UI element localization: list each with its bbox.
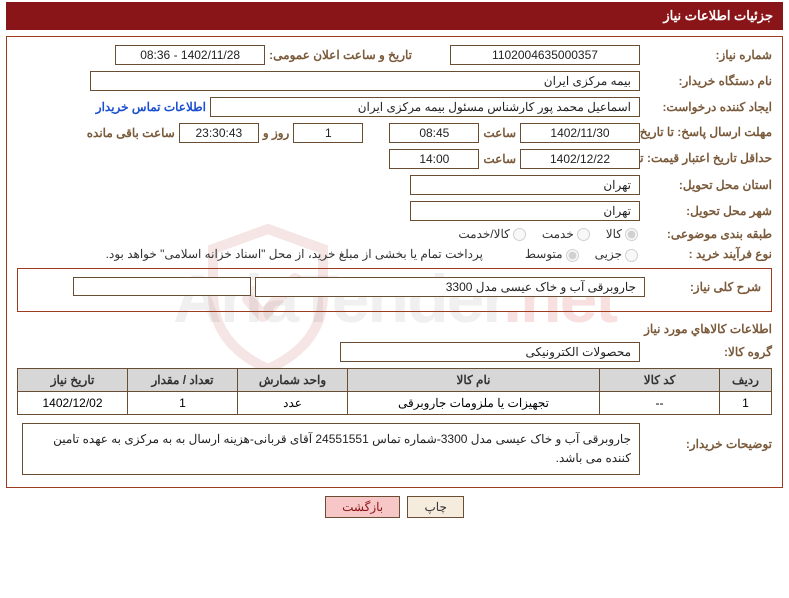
table-header-2: نام کالا xyxy=(348,368,600,391)
field-validity-time: 14:00 xyxy=(389,149,479,169)
goods-info-header: اطلاعات کالاهاي مورد نياز xyxy=(17,322,772,336)
field-announce-dt: 1402/11/28 - 08:36 xyxy=(115,45,265,65)
table-cell-0-1: -- xyxy=(600,391,720,414)
table-cell-0-4: 1 xyxy=(128,391,238,414)
label-deadline: مهلت ارسال پاسخ: تا تاریخ: xyxy=(644,125,772,141)
label-need-no: شماره نياز: xyxy=(644,48,772,62)
field-delivery-city: تهران xyxy=(410,201,640,221)
category-radio-label-0: کالا xyxy=(606,227,622,241)
field-remaining-days: 1 xyxy=(293,123,363,143)
page-title: جزئیات اطلاعات نیاز xyxy=(6,2,783,30)
table-row: 1--تجهیزات یا ملزومات جاروبرقیعدد11402/1… xyxy=(18,391,772,414)
field-delivery-prov: تهران xyxy=(410,175,640,195)
label-hour-1: ساعت xyxy=(483,126,516,140)
table-header-1: کد کالا xyxy=(600,368,720,391)
category-radio-1[interactable] xyxy=(577,228,590,241)
purchase-radio-0[interactable] xyxy=(625,249,638,262)
category-radio-label-1: خدمت xyxy=(542,227,574,241)
label-day-and: روز و xyxy=(263,126,290,140)
back-button[interactable]: بازگشت xyxy=(325,496,400,518)
field-general-desc-extra xyxy=(73,277,251,296)
label-requester: ایجاد کننده درخواست: xyxy=(644,100,772,114)
purchase-radio-label-1: متوسط xyxy=(525,247,563,261)
field-general-desc: جاروبرقی آب و خاک عیسی مدل 3300 xyxy=(255,277,645,297)
purchase-radio-1[interactable] xyxy=(566,249,579,262)
print-button[interactable]: چاپ xyxy=(407,496,463,518)
label-goods-group: گروه کالا: xyxy=(644,345,772,359)
general-desc-panel: شرح کلی نیاز: جاروبرقی آب و خاک عیسی مدل… xyxy=(17,268,772,312)
category-radio-2[interactable] xyxy=(513,228,526,241)
label-general-desc: شرح کلی نیاز: xyxy=(649,280,761,294)
label-category: طبقه بندی موضوعی: xyxy=(644,227,772,241)
table-cell-0-0: 1 xyxy=(720,391,772,414)
table-cell-0-3: عدد xyxy=(238,391,348,414)
label-hour-2: ساعت xyxy=(483,152,516,166)
table-header-3: واحد شمارش xyxy=(238,368,348,391)
goods-table: ردیفکد کالانام کالاواحد شمارشتعداد / مقد… xyxy=(17,368,772,415)
label-remaining: ساعت باقی مانده xyxy=(87,126,175,140)
buyer-contact-link[interactable]: اطلاعات تماس خریدار xyxy=(96,100,206,114)
table-header-5: تاریخ نیاز xyxy=(18,368,128,391)
category-radio-0[interactable] xyxy=(625,228,638,241)
table-header-0: ردیف xyxy=(720,368,772,391)
label-delivery-prov: استان محل تحویل: xyxy=(644,178,772,192)
field-deadline-date: 1402/11/30 xyxy=(520,123,640,143)
field-deadline-time: 08:45 xyxy=(389,123,479,143)
category-radio-label-2: کالا/خدمت xyxy=(458,227,509,241)
field-goods-group: محصولات الکترونیکی xyxy=(340,342,640,362)
label-buyer-org: نام دستگاه خریدار: xyxy=(644,74,772,88)
label-delivery-city: شهر محل تحویل: xyxy=(644,204,772,218)
field-requester: اسماعیل محمد پور کارشناس مسئول بیمه مرکز… xyxy=(210,97,640,117)
purchase-radio-label-0: جزیی xyxy=(595,247,622,261)
field-buyer-notes: جاروبرقی آب و خاک عیسی مدل 3300-شماره تم… xyxy=(22,423,640,475)
field-validity-date: 1402/12/22 xyxy=(520,149,640,169)
field-need-no: 1102004635000357 xyxy=(450,45,640,65)
table-header-4: تعداد / مقدار xyxy=(128,368,238,391)
label-validity: حداقل تاریخ اعتبار قیمت: تا تاریخ: xyxy=(644,151,772,167)
field-remaining-time: 23:30:43 xyxy=(179,123,259,143)
table-cell-0-5: 1402/12/02 xyxy=(18,391,128,414)
label-announce-dt: تاریخ و ساعت اعلان عمومی: xyxy=(269,48,412,62)
category-radio-group: کالا خدمت کالا/خدمت xyxy=(444,227,640,241)
purchase-radio-group: جزیی متوسط xyxy=(511,247,640,261)
table-cell-0-2: تجهیزات یا ملزومات جاروبرقی xyxy=(348,391,600,414)
payment-note: پرداخت تمام یا بخشی از مبلغ خرید، از محل… xyxy=(106,247,483,261)
label-purchase-type: نوع فرآیند خرید : xyxy=(644,247,772,261)
field-buyer-org: بیمه مرکزی ایران xyxy=(90,71,640,91)
main-panel: شماره نياز: 1102004635000357 تاریخ و ساع… xyxy=(6,36,783,488)
label-buyer-notes: توضیحات خریدار: xyxy=(644,423,772,451)
